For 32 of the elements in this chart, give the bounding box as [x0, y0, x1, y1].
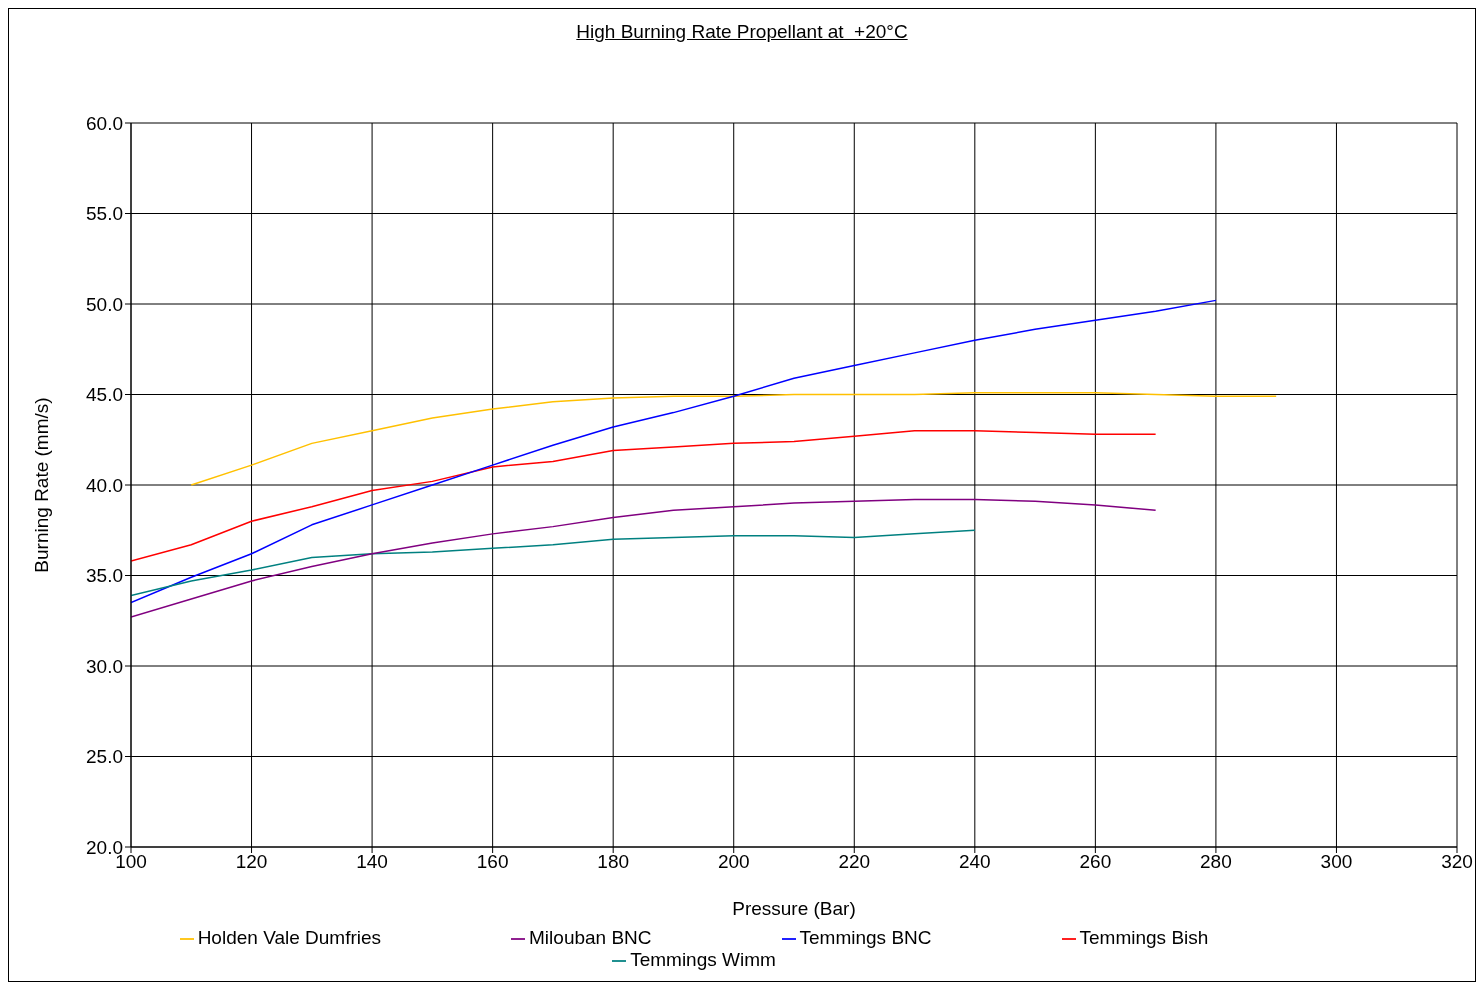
- x-tick-label: 200: [717, 851, 750, 873]
- x-axis-title: Pressure (Bar): [732, 898, 856, 919]
- line-series: [131, 299, 1217, 604]
- x-tick-label: 120: [235, 851, 268, 873]
- x-tick-label: 180: [597, 851, 630, 873]
- line-series: [131, 429, 1157, 562]
- legend-label: Temmings Bish: [1079, 927, 1209, 948]
- x-tick-label: 160: [476, 851, 509, 873]
- x-tick-label: 300: [1320, 851, 1353, 873]
- y-tick-label: 25.0: [86, 746, 123, 768]
- y-tick-label: 30.0: [86, 655, 123, 677]
- y-tick-label: 35.0: [86, 565, 123, 587]
- y-tick-label: 60.0: [86, 112, 123, 134]
- y-tick-label: 55.0: [86, 203, 123, 225]
- y-tick-label: 45.0: [86, 384, 123, 406]
- legend-label: Temmings BNC: [799, 927, 932, 948]
- x-tick-label: 260: [1079, 851, 1112, 873]
- x-tick-label: 280: [1200, 851, 1232, 873]
- x-tick-label: 140: [356, 851, 388, 873]
- y-tick-label: 40.0: [86, 474, 123, 496]
- line-series: [131, 498, 1157, 618]
- legend-label: Temmings Wimm: [630, 949, 776, 970]
- line-series: [131, 529, 976, 597]
- x-tick-label: 240: [958, 851, 991, 873]
- y-axis-title: Burning Rate (mm/s): [30, 397, 52, 573]
- y-tick-label: 50.0: [86, 293, 123, 315]
- legend-label: Holden Vale Dumfries: [197, 927, 382, 948]
- x-tick-label: 220: [838, 851, 871, 873]
- legend-label: Milouban BNC: [529, 927, 652, 948]
- chart-title: High Burning Rate Propellant at +20°C: [575, 21, 909, 43]
- line-series: [190, 391, 1277, 486]
- x-tick-label: 320: [1441, 851, 1473, 873]
